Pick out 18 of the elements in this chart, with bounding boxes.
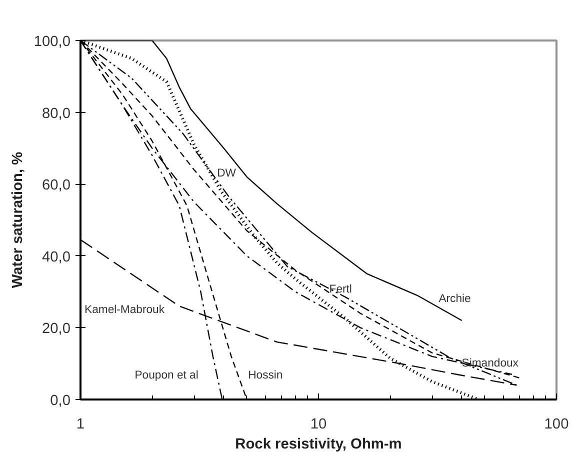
y-tick-label: 40,0 (42, 249, 71, 266)
x-tick-label: 1 (76, 416, 85, 432)
y-tick-label: 0,0 (50, 393, 70, 409)
x-tick-label: 100 (544, 416, 569, 432)
series-label: Hossin (248, 369, 283, 382)
series-label: Fertl (329, 284, 352, 296)
series-label: Kamel-Mabrouk (84, 304, 165, 316)
y-tick-label: 20,0 (42, 321, 71, 338)
series-label: DW (217, 167, 236, 180)
x-tick-label: 10 (310, 416, 327, 432)
y-tick-label: 100,0 (34, 34, 71, 50)
y-tick-label: 60,0 (42, 178, 71, 194)
y-axis-title: Water saturation, % (10, 152, 26, 288)
series-label: Simandoux (462, 358, 519, 370)
series-label: Archie (438, 292, 471, 305)
series-label: Poupon et al (134, 369, 198, 382)
y-tick-label: 80,0 (42, 106, 71, 122)
x-axis-title: Rock resistivity, Ohm-m (235, 436, 402, 452)
